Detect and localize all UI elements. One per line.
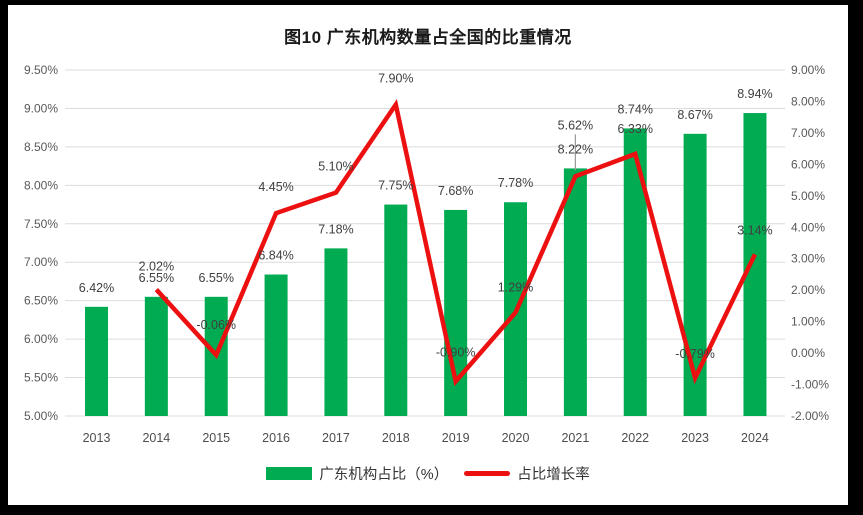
right-axis-tick-label: 1.00% xyxy=(791,315,825,329)
bar-2016 xyxy=(264,274,288,416)
legend-label-line-series: 占比增长率 xyxy=(517,467,590,483)
x-axis-category-label: 2022 xyxy=(621,431,649,445)
right-axis-tick-label: -2.00% xyxy=(791,409,829,423)
left-axis-tick-label: 5.50% xyxy=(24,371,58,385)
bar-data-label: 6.42% xyxy=(79,281,114,295)
bar-2013 xyxy=(85,306,108,416)
bar-2019 xyxy=(444,209,468,416)
bar-data-label: 6.84% xyxy=(258,249,293,263)
left-axis-tick-label: 5.00% xyxy=(24,409,58,423)
x-axis-category-label: 2014 xyxy=(142,431,170,445)
growth-rate-line xyxy=(154,98,757,387)
left-axis-tick-label: 8.50% xyxy=(24,140,58,154)
left-axis-tick-label: 7.00% xyxy=(24,255,58,269)
right-axis-tick-label: 3.00% xyxy=(791,252,825,266)
bar-data-label: 7.75% xyxy=(378,179,413,193)
right-axis-tick-label: 7.00% xyxy=(791,126,825,140)
bar-data-label: 7.68% xyxy=(438,184,473,198)
line-data-label: 3.14% xyxy=(737,223,772,237)
bar-series-swatch-icon xyxy=(266,467,313,480)
x-axis-category-label: 2015 xyxy=(202,431,230,445)
right-axis-tick-label: 9.00% xyxy=(791,63,825,77)
bar-2023 xyxy=(683,133,707,416)
x-axis-category-label: 2013 xyxy=(83,431,111,445)
left-axis-tick-label: 6.50% xyxy=(24,294,58,308)
line-data-label: 6.33% xyxy=(618,122,653,136)
x-axis-category-label: 2019 xyxy=(442,431,470,445)
right-axis-tick-label: -1.00% xyxy=(791,378,829,392)
right-axis-tick-label: 2.00% xyxy=(791,283,825,297)
line-data-label: 5.10% xyxy=(318,160,353,174)
legend-item-line-series: 占比增长率 xyxy=(464,463,590,484)
chart-plot-area: 9.50% 9.00% 8.50% 8.00% 7.50% 7.00% 6.50% 6.00%… xyxy=(24,63,829,445)
left-axis-tick-label: 7.50% xyxy=(24,217,58,231)
right-axis-tick-label: 8.00% xyxy=(791,94,825,108)
line-data-label: 7.90% xyxy=(378,72,413,86)
legend-item-bar-series: 广东机构占比（%） xyxy=(266,463,448,484)
left-axis-tick-label: 9.50% xyxy=(24,63,58,77)
line-series-swatch-icon xyxy=(464,471,511,476)
bar-2018 xyxy=(384,204,408,416)
left-axis-tick-label: 9.00% xyxy=(24,101,58,115)
right-axis-tick-label: 4.00% xyxy=(791,220,825,234)
x-axis-category-label: 2023 xyxy=(681,431,709,445)
right-axis-tick-label: 5.00% xyxy=(791,189,825,203)
line-data-label: -0.79% xyxy=(675,347,715,361)
bar-data-label: 7.18% xyxy=(318,222,353,236)
bar-2017 xyxy=(324,248,348,416)
bar-data-label: 8.94% xyxy=(737,87,772,101)
bar-data-label: 7.78% xyxy=(498,176,533,190)
chart-legend: 广东机构占比（%） 占比增长率 xyxy=(8,463,848,484)
x-axis-category-label: 2021 xyxy=(561,431,589,445)
left-axis-tick-label: 8.00% xyxy=(24,178,58,192)
line-data-label: 2.02% xyxy=(139,260,174,274)
line-data-label: -0.06% xyxy=(196,318,236,332)
x-axis-category-label: 2017 xyxy=(322,431,350,445)
line-data-label: 5.62% xyxy=(558,118,593,132)
x-axis-category-label: 2020 xyxy=(502,431,530,445)
right-axis-tick-label: 6.00% xyxy=(791,157,825,171)
line-data-label: 1.29% xyxy=(498,281,533,295)
bar-data-label: 6.55% xyxy=(198,271,233,285)
line-data-label: 4.45% xyxy=(258,180,293,194)
bar-data-label: 8.67% xyxy=(677,108,712,122)
bar-2022 xyxy=(623,128,647,416)
chart-title: 图10 广东机构数量占全国的比重情况 xyxy=(284,28,572,47)
line-data-label: -0.90% xyxy=(436,345,476,359)
bar-2014 xyxy=(144,296,168,416)
bar-2024 xyxy=(743,113,767,417)
chart-canvas: 图10 广东机构数量占全国的比重情况 9.50% 9.00% 8.50% 8.00% 7… xyxy=(8,5,848,505)
x-axis-category-label: 2024 xyxy=(741,431,769,445)
bar-data-label: 8.74% xyxy=(618,102,653,116)
bar-data-label: 6.55% xyxy=(139,271,174,285)
left-axis-tick-label: 6.00% xyxy=(24,332,58,346)
right-axis-tick-label: 0.00% xyxy=(791,346,825,360)
bar-2021 xyxy=(563,168,587,416)
bar-data-label: 8.22% xyxy=(558,142,593,156)
legend-label-bar-series: 广东机构占比（%） xyxy=(319,467,449,483)
x-axis-category-label: 2016 xyxy=(262,431,290,445)
x-axis-category-label: 2018 xyxy=(382,431,410,445)
